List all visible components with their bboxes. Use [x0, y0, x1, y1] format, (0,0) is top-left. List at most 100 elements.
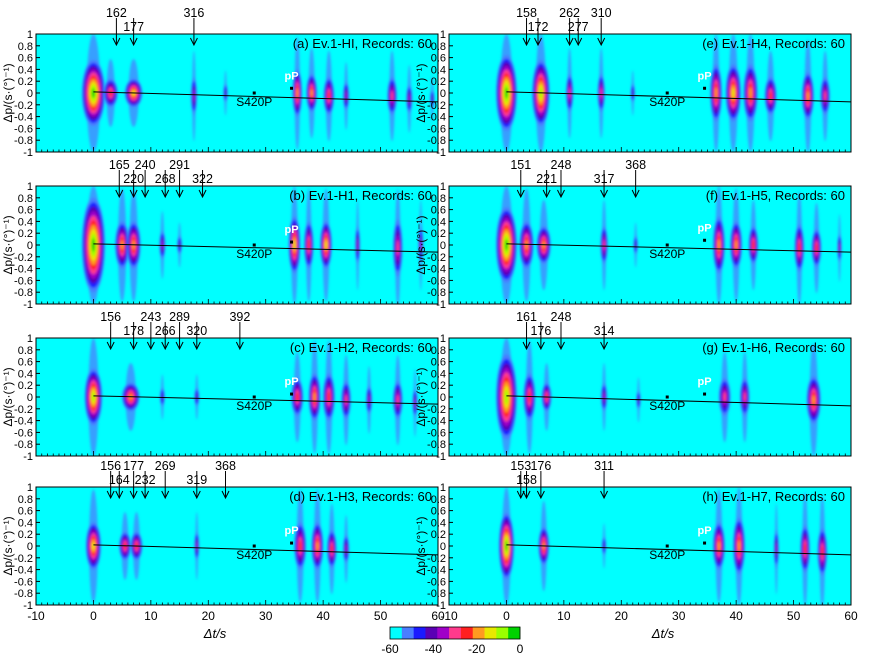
energy-contour: [419, 238, 422, 252]
energy-contour: [178, 240, 181, 250]
arrow-label: 177: [123, 20, 144, 34]
pp-label: pP: [698, 376, 712, 388]
colorbar-tick-label: 0: [517, 642, 524, 656]
arrow-label: 232: [135, 473, 156, 487]
colorbar-swatch: [472, 627, 485, 639]
arrow-head: [600, 341, 609, 351]
x-tick-label: -10: [27, 609, 45, 623]
energy-blob: [103, 59, 118, 127]
energy-blob: [496, 338, 517, 456]
energy-contour: [296, 88, 299, 98]
energy-blob: [323, 50, 335, 142]
y-tick-label: 0.2: [18, 228, 33, 240]
arrow-label: 316: [183, 6, 204, 20]
arrival-arrow: 368: [625, 158, 646, 199]
arrow-head: [129, 37, 138, 47]
energy-contour: [356, 238, 359, 252]
energy-blob: [740, 351, 750, 443]
colorbar-tick-label: -60: [381, 642, 399, 656]
x-tick-label: 10: [144, 609, 158, 623]
energy-field: [496, 338, 851, 456]
arrow-label: 161: [516, 310, 537, 324]
arrow-head: [141, 490, 150, 500]
y-tick-label: 0.2: [431, 228, 446, 240]
colorbar: -60 -40 -20 0: [381, 626, 524, 656]
arrow-head: [112, 37, 121, 47]
energy-blob: [311, 489, 324, 603]
y-tick-label: 1: [440, 333, 446, 345]
arrow-head: [516, 189, 525, 199]
y-tick-label: -1: [23, 299, 33, 311]
y-tick-label: 0.6: [431, 506, 446, 518]
colorbar-swatch: [390, 627, 403, 639]
y-tick-label: 1: [27, 29, 33, 41]
y-tick-label: -0.6: [427, 427, 446, 439]
y-tick-label: 0.4: [431, 368, 446, 380]
arrow-label: 151: [510, 158, 531, 172]
arrival-arrow: 289: [169, 310, 190, 351]
x-tick-label: 20: [202, 609, 216, 623]
energy-contour: [192, 89, 195, 103]
energy-blob: [177, 222, 182, 268]
y-tick-label: 0: [27, 88, 33, 100]
energy-blob: [430, 76, 435, 122]
energy-blob: [288, 186, 301, 304]
arrow-head: [221, 490, 230, 500]
energy-blob: [600, 199, 608, 291]
s420p-label: S420P: [236, 548, 272, 562]
colorbar-swatch: [484, 627, 497, 639]
y-tick-label: 0.8: [431, 41, 446, 53]
y-tick-label: 1: [440, 181, 446, 193]
arrow-head: [600, 490, 609, 500]
energy-blob: [304, 188, 314, 302]
y-tick-label: -1: [436, 451, 446, 463]
y-axis-label: Δp/(s·(°)⁻¹): [1, 516, 15, 575]
s420p-marker: [665, 544, 669, 548]
y-tick-label: -0.4: [427, 565, 446, 577]
energy-contour: [806, 91, 810, 101]
energy-blob: [81, 186, 105, 304]
arrival-arrow: 266: [155, 322, 176, 351]
pp-marker: [290, 392, 294, 396]
arrow-label: 156: [100, 310, 121, 324]
arrival-arrow: 316: [183, 6, 204, 47]
arrival-arrow: 165: [109, 158, 130, 199]
y-tick-label: -0.4: [427, 112, 446, 124]
arrow-head: [542, 189, 551, 199]
y-tick-label: -0.4: [427, 416, 446, 428]
arrow-head: [522, 37, 531, 47]
energy-blob: [601, 363, 607, 431]
slowness-trend-line: [506, 243, 851, 253]
arrow-head: [189, 37, 198, 47]
s420p-label: S420P: [649, 399, 685, 413]
energy-blob: [743, 34, 758, 152]
energy-contour: [528, 391, 531, 403]
y-tick-label: -0.2: [427, 100, 446, 112]
y-tick-label: -1: [23, 147, 33, 159]
energy-contour: [734, 240, 738, 250]
energy-contour: [327, 91, 331, 101]
pp-label: pP: [285, 376, 299, 388]
energy-contour: [717, 239, 721, 251]
y-axis-label: Δp/(s·(°)⁻¹): [414, 516, 428, 575]
arrow-head: [597, 37, 606, 47]
energy-contour: [525, 240, 528, 250]
arrival-arrow: 368: [215, 459, 236, 500]
energy-field: [85, 489, 438, 603]
plot-background: [449, 487, 851, 605]
arrival-arrow: 322: [192, 170, 213, 199]
energy-contour: [92, 541, 95, 551]
y-tick-label: 1: [440, 482, 446, 494]
energy-contour: [504, 87, 508, 99]
y-tick-label: -0.4: [14, 565, 33, 577]
y-tick-label: -0.6: [427, 275, 446, 287]
y-tick-label: 0.6: [18, 506, 33, 518]
arrow-head: [536, 341, 545, 351]
energy-contour: [91, 88, 96, 98]
x-axis-label-left: Δt/s: [203, 626, 227, 641]
energy-blob: [343, 61, 349, 130]
panel-title: (c) Ev.1-H2, Records: 60: [290, 340, 432, 355]
